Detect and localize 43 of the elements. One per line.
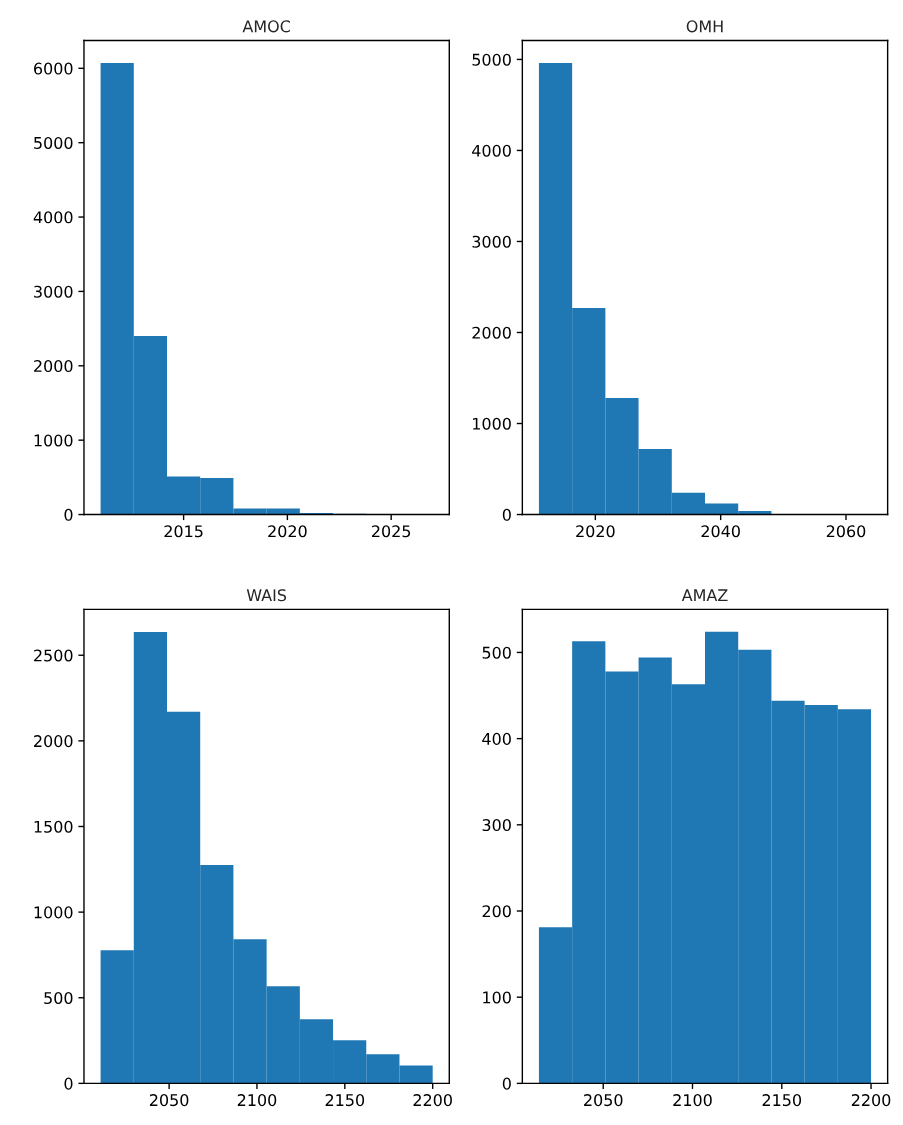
x-tick-label: 2200 — [413, 1094, 452, 1107]
x-tick-label: 2050 — [584, 1094, 623, 1107]
y-tick-label: 4000 — [33, 211, 73, 224]
y-tick-label: 5000 — [34, 136, 73, 149]
y-tick-label: 0 — [502, 508, 511, 521]
chart-title: AMOC — [242, 20, 290, 33]
y-tick-label: 1000 — [473, 417, 511, 430]
x-tick-label: 2020 — [576, 525, 615, 538]
y-tick-label: 0 — [64, 1077, 73, 1090]
y-tick-label: 300 — [482, 819, 511, 832]
y-tick-label: 3000 — [34, 285, 73, 298]
x-tick-label: 2025 — [372, 525, 411, 538]
chart-title: OMH — [686, 20, 723, 33]
y-tick-label: 5000 — [472, 53, 511, 66]
y-tick-label: 0 — [64, 508, 73, 521]
y-tick-label: 2000 — [34, 360, 73, 373]
y-tick-label: 3000 — [472, 235, 511, 248]
y-tick-label: 200 — [482, 905, 511, 918]
y-tick-label: 500 — [482, 646, 511, 659]
y-tick-label: 0 — [502, 1077, 511, 1090]
y-tick-label: 2000 — [472, 326, 511, 339]
x-tick-label: 2040 — [701, 525, 740, 538]
y-tick-label: 6000 — [34, 62, 73, 75]
x-tick-label: 2015 — [164, 525, 203, 538]
y-tick-label: 2000 — [34, 735, 73, 748]
x-tick-label: 2150 — [325, 1094, 365, 1107]
x-tick-label: 2060 — [826, 525, 866, 538]
y-tick-label: 4000 — [472, 144, 511, 157]
y-tick-label: 1500 — [34, 820, 73, 833]
chart-title: WAIS — [246, 589, 287, 602]
y-tick-label: 1000 — [34, 434, 73, 447]
x-tick-label: 2150 — [762, 1094, 802, 1107]
x-tick-label: 2100 — [673, 1094, 712, 1107]
y-tick-label: 2500 — [34, 649, 73, 662]
x-tick-label: 2020 — [268, 525, 307, 538]
x-tick-label: 2100 — [237, 1094, 277, 1107]
y-tick-label: 100 — [483, 991, 511, 1004]
y-tick-label: 500 — [44, 991, 73, 1005]
x-tick-label: 2050 — [149, 1094, 189, 1107]
y-tick-label: 400 — [482, 732, 511, 745]
x-tick-label: 2200 — [851, 1094, 891, 1107]
y-tick-label: 1000 — [34, 906, 73, 919]
chart-title: AMAZ — [681, 589, 728, 602]
